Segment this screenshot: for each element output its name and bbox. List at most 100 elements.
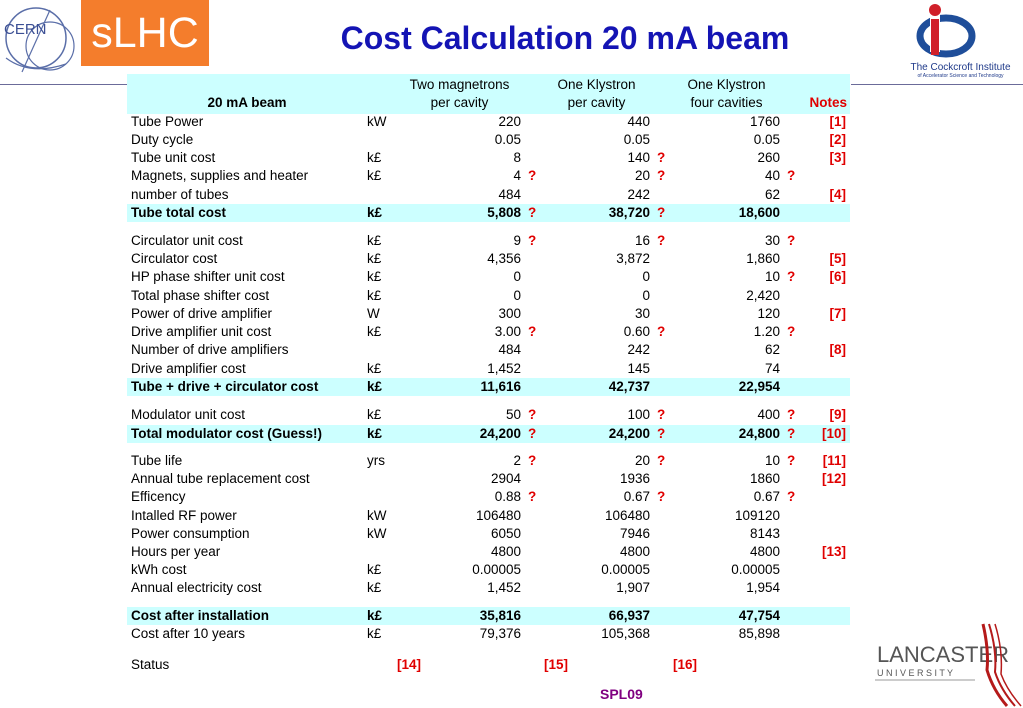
table-header: 20 mA beam Two magnetrons per cavity One… xyxy=(127,74,850,114)
uncertainty-flag: ? xyxy=(787,453,796,468)
value-col3: 1860 xyxy=(749,471,780,486)
row-unit: kW xyxy=(367,508,387,523)
row-label: Hours per year xyxy=(131,544,221,559)
row-label: Tube Power xyxy=(131,114,204,129)
value-col3: 22,954 xyxy=(738,379,780,394)
cockcroft-logo xyxy=(916,4,976,58)
table-row: Magnets, supplies and heater k£ 4 20 40??? xyxy=(127,167,850,185)
row-unit: k£ xyxy=(367,233,382,248)
value-col2: 30 xyxy=(634,306,650,321)
value-col2: 242 xyxy=(627,342,650,357)
row-unit: k£ xyxy=(367,379,383,394)
row-label: Intalled RF power xyxy=(131,508,237,523)
value-col2: 100 xyxy=(627,407,650,422)
note-ref: [8] xyxy=(829,342,847,357)
cockcroft-subtitle: of Accelerator Science and Technology xyxy=(917,73,1004,79)
cockcroft-name: The Cockcroft Institute xyxy=(910,62,1011,73)
note-ref: [7] xyxy=(829,306,847,321)
value-col2: 0.00005 xyxy=(601,562,650,577)
value-col1: 4 xyxy=(513,168,521,183)
value-col1: 2904 xyxy=(490,471,521,486)
row-label: Magnets, supplies and heater xyxy=(131,168,309,183)
table-row: Power consumption kW 6050 7946 8143 xyxy=(127,525,850,543)
table-row: Tube Power kW 220 440 1760 [1] xyxy=(127,113,850,131)
table-row: Tube + drive + circulator cost k£ 11,616 42… xyxy=(127,378,850,396)
value-col2: 0 xyxy=(642,288,650,303)
lancaster-wordmark: LANCASTER xyxy=(877,642,1009,667)
value-col3: 2,420 xyxy=(746,288,780,303)
value-col3: 4800 xyxy=(749,544,780,559)
table-row: Circulator cost k£ 4,356 3,872 1,860 [5] xyxy=(127,250,850,268)
table-row: Tube total cost k£ 5,808 38,720 18,600?? xyxy=(127,204,850,222)
value-col3: 85,898 xyxy=(738,626,780,641)
uncertainty-flag: ? xyxy=(787,269,796,284)
value-col2: 0.05 xyxy=(623,132,650,147)
value-col2: 1936 xyxy=(619,471,650,486)
value-col2: 20 xyxy=(634,168,650,183)
row-unit: kW xyxy=(367,526,387,541)
table-row: Annual tube replacement cost 2904 1936 1860… xyxy=(127,470,850,488)
row-label: Tube total cost xyxy=(131,205,227,220)
value-col3: 10 xyxy=(764,269,780,284)
note-ref: [13] xyxy=(821,544,846,559)
value-col1: 0.00005 xyxy=(472,562,521,577)
note-ref: [6] xyxy=(829,269,847,284)
value-col1: 1,452 xyxy=(487,361,521,376)
header-label: 20 mA beam xyxy=(207,95,287,110)
uncertainty-flag: ? xyxy=(528,205,537,220)
row-unit: k£ xyxy=(367,562,382,577)
value-col3: 74 xyxy=(764,361,780,376)
uncertainty-flag: ? xyxy=(657,407,666,422)
note-ref: [3] xyxy=(829,150,847,165)
row-unit: k£ xyxy=(367,288,382,303)
notes-header: Notes xyxy=(809,95,847,110)
uncertainty-flag: ? xyxy=(657,426,666,441)
table-row: Intalled RF power kW 106480 106480 109120 xyxy=(127,507,850,525)
value-col1: 79,376 xyxy=(479,626,521,641)
uncertainty-flag: ? xyxy=(657,324,666,339)
value-col1: 0 xyxy=(513,269,521,284)
value-col3: 30 xyxy=(764,233,780,248)
col1-line2: per cavity xyxy=(430,95,489,110)
row-unit: k£ xyxy=(367,324,382,339)
row-label: Efficency xyxy=(131,489,186,504)
row-label: Annual tube replacement cost xyxy=(131,471,310,486)
table-row: kWh cost k£ 0.00005 0.00005 0.00005 xyxy=(127,561,850,579)
row-unit: k£ xyxy=(367,251,382,266)
row-unit: k£ xyxy=(367,168,382,183)
value-col3: 24,800 xyxy=(738,426,780,441)
value-col3: 40 xyxy=(764,168,780,183)
row-label: kWh cost xyxy=(131,562,187,577)
value-col2: 7946 xyxy=(619,526,650,541)
header-divider xyxy=(851,84,1023,85)
status-row: Status [14] [15] [16] xyxy=(127,656,850,676)
uncertainty-flag: ? xyxy=(528,489,537,504)
row-label: Drive amplifier cost xyxy=(131,361,246,376)
row-unit: k£ xyxy=(367,150,382,165)
note-ref: [4] xyxy=(829,187,847,202)
row-unit: k£ xyxy=(367,580,382,595)
table-row: Drive amplifier unit cost k£ 3.00 0.60 1.20?… xyxy=(127,323,850,341)
table-row: Number of drive amplifiers 484 242 62 [8] xyxy=(127,341,850,359)
uncertainty-flag: ? xyxy=(657,489,666,504)
row-label: Duty cycle xyxy=(131,132,194,147)
header-divider xyxy=(0,84,128,85)
value-col2: 0.60 xyxy=(623,324,650,339)
row-label: Tube life xyxy=(131,453,183,468)
value-col3: 1760 xyxy=(749,114,780,129)
value-col3: 0.00005 xyxy=(731,562,780,577)
value-col3: 62 xyxy=(764,342,780,357)
uncertainty-flag: ? xyxy=(657,150,666,165)
value-col1: 220 xyxy=(498,114,521,129)
col3-line1: One Klystron xyxy=(687,77,766,92)
row-label: number of tubes xyxy=(131,187,229,202)
row-label: Total phase shifter cost xyxy=(131,288,270,303)
value-col2: 0 xyxy=(642,269,650,284)
value-col3: 1.20 xyxy=(753,324,780,339)
table-row: Total modulator cost (Guess!) k£ 24,200 24,… xyxy=(127,425,850,443)
uncertainty-flag: ? xyxy=(528,453,537,468)
row-unit: k£ xyxy=(367,407,382,422)
row-label: Total modulator cost (Guess!) xyxy=(131,426,323,441)
row-label: Modulator unit cost xyxy=(131,407,246,422)
table-row: Total phase shifter cost k£ 0 0 2,420 xyxy=(127,287,850,305)
